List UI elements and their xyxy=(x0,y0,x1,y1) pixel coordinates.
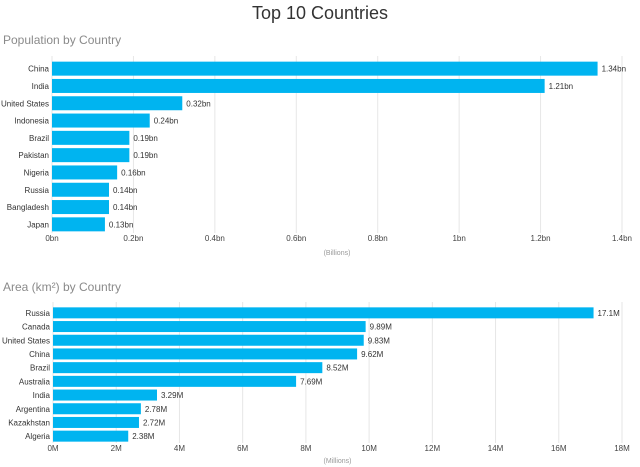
population-value-label: 1.34bn xyxy=(602,65,626,74)
area-bar xyxy=(53,321,366,333)
population-bar xyxy=(52,217,105,232)
area-category-label: Argentina xyxy=(16,405,51,414)
population-tick-label: 1.4bn xyxy=(612,234,632,243)
area-category-label: United States xyxy=(2,336,50,345)
area-bar xyxy=(53,403,141,415)
area-value-label: 2.38M xyxy=(132,432,155,441)
area-tick-label: 6M xyxy=(237,444,248,453)
area-category-label: India xyxy=(33,391,51,400)
population-bar xyxy=(52,165,118,180)
population-value-label: 1.21bn xyxy=(549,82,573,91)
area-value-label: 3.29M xyxy=(161,391,184,400)
population-tick-label: 0.4bn xyxy=(205,234,225,243)
area-bar xyxy=(53,348,358,360)
population-chart-title: Population by Country xyxy=(3,33,122,47)
population-tick-label: 1.2bn xyxy=(531,234,551,243)
area-category-label: Australia xyxy=(19,377,51,386)
population-tick-label: 0.6bn xyxy=(286,234,306,243)
area-category-label: Algeria xyxy=(25,432,50,441)
population-chart: 0bn 0.2bn 0.4bn 0.6bn 0.8bn 1bn 1.2bn 1.4bn Chin… xyxy=(1,56,632,257)
area-value-label: 2.72M xyxy=(143,418,166,427)
area-tick-label: 2M xyxy=(111,444,122,453)
population-value-label: 0.19bn xyxy=(133,151,157,160)
population-bar xyxy=(52,130,130,145)
area-tick-label: 0M xyxy=(47,444,58,453)
population-tick-label: 0bn xyxy=(45,234,58,243)
population-tick-label: 1bn xyxy=(452,234,465,243)
area-value-label: 9.62M xyxy=(361,350,384,359)
population-bar xyxy=(52,96,183,111)
area-value-label: 2.78M xyxy=(145,405,168,414)
area-value-label: 8.52M xyxy=(326,364,349,373)
population-value-label: 0.24bn xyxy=(154,117,178,126)
area-tick-label: 14M xyxy=(488,444,504,453)
page-title: Top 10 Countries xyxy=(251,3,389,23)
population-bar xyxy=(52,182,109,197)
population-value-label: 0.14bn xyxy=(113,186,137,195)
population-category-label: Russia xyxy=(25,186,50,195)
area-tick-label: 4M xyxy=(174,444,185,453)
area-bar xyxy=(53,430,129,442)
population-value-label: 0.19bn xyxy=(133,134,157,143)
area-axis-label: (Millions) xyxy=(324,458,352,465)
area-category-label: Russia xyxy=(26,309,51,318)
population-category-label: Japan xyxy=(27,220,49,229)
population-tick-label: 0.8bn xyxy=(368,234,388,243)
area-bar xyxy=(53,375,297,387)
area-value-label: 7.69M xyxy=(300,377,323,386)
area-bar xyxy=(53,362,323,374)
population-bar xyxy=(52,200,109,215)
area-chart-title: Area (km²) by Country xyxy=(3,280,122,294)
area-bar xyxy=(53,334,364,346)
area-category-label: Canada xyxy=(22,323,51,332)
population-bar xyxy=(52,148,130,163)
population-bar xyxy=(52,78,545,93)
area-category-label: China xyxy=(29,350,50,359)
area-bar xyxy=(53,307,594,319)
population-axis-label: (Billions) xyxy=(324,250,351,257)
area-bar xyxy=(53,389,158,401)
population-category-label: Nigeria xyxy=(24,168,50,177)
population-category-label: China xyxy=(28,65,49,74)
area-tick-label: 16M xyxy=(551,444,567,453)
area-value-label: 9.83M xyxy=(368,336,391,345)
area-value-label: 17.1M xyxy=(598,309,621,318)
population-category-label: United States xyxy=(1,99,49,108)
population-category-label: Brazil xyxy=(29,134,49,143)
area-value-label: 9.89M xyxy=(370,323,393,332)
area-category-label: Kazakhstan xyxy=(8,418,50,427)
area-category-label: Brazil xyxy=(30,364,50,373)
population-tick-label: 0.2bn xyxy=(123,234,143,243)
population-category-label: Pakistan xyxy=(18,151,49,160)
population-bar xyxy=(52,61,598,76)
area-bar xyxy=(53,416,139,428)
area-tick-label: 12M xyxy=(425,444,441,453)
population-category-label: Bangladesh xyxy=(7,203,49,212)
area-tick-label: 18M xyxy=(614,444,630,453)
population-value-label: 0.32bn xyxy=(186,99,210,108)
population-category-label: India xyxy=(32,82,50,91)
population-value-label: 0.14bn xyxy=(113,203,137,212)
area-tick-label: 8M xyxy=(300,444,311,453)
population-value-label: 0.16bn xyxy=(121,168,145,177)
population-category-label: Indonesia xyxy=(14,117,49,126)
area-chart: 0M 2M 4M 6M 8M 10M 12M 14M 16M 18M Russia 17.1M Cana… xyxy=(2,302,630,465)
population-bar xyxy=(52,113,150,128)
population-value-label: 0.13bn xyxy=(109,220,133,229)
area-tick-label: 10M xyxy=(361,444,377,453)
